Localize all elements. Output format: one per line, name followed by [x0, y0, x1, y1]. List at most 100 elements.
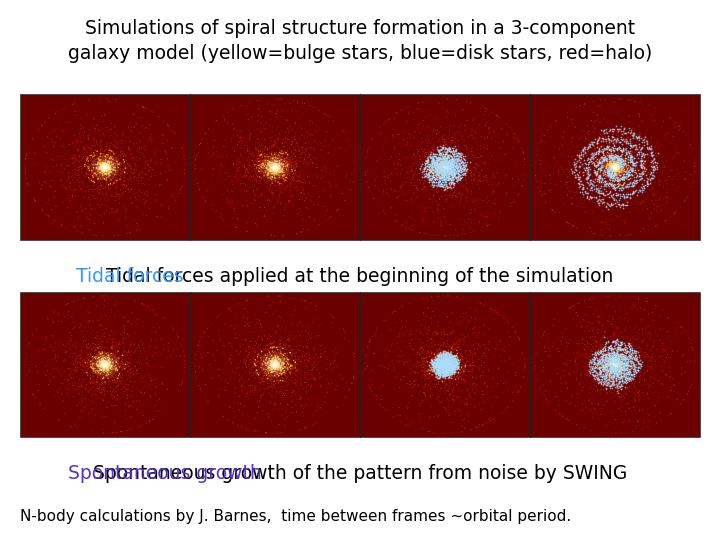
Point: [422, 132, 433, 141]
Point: [69, 138, 81, 147]
Point: [262, 358, 274, 367]
Point: [431, 161, 443, 170]
Point: [443, 350, 454, 359]
Point: [634, 146, 646, 154]
Point: [271, 166, 283, 175]
Point: [102, 163, 114, 171]
Point: [431, 362, 442, 371]
Point: [639, 186, 650, 195]
Point: [616, 183, 627, 192]
Point: [627, 139, 639, 147]
Point: [439, 352, 451, 361]
Point: [606, 126, 618, 135]
Point: [613, 94, 624, 103]
Point: [619, 352, 631, 361]
Point: [121, 151, 132, 160]
Point: [290, 163, 302, 172]
Point: [436, 375, 447, 384]
Point: [603, 357, 614, 366]
Point: [98, 359, 109, 367]
Point: [76, 354, 87, 362]
Point: [107, 155, 119, 164]
Point: [271, 358, 282, 367]
Point: [438, 163, 450, 171]
Point: [577, 400, 588, 408]
Point: [310, 366, 322, 374]
Point: [624, 154, 636, 163]
Point: [427, 150, 438, 159]
Point: [269, 360, 281, 368]
Point: [649, 158, 661, 166]
Point: [593, 158, 605, 166]
Point: [266, 172, 278, 181]
Point: [449, 346, 461, 354]
Point: [637, 198, 649, 206]
Point: [55, 168, 66, 177]
Point: [426, 174, 438, 183]
Point: [464, 361, 476, 369]
Point: [620, 159, 631, 168]
Point: [451, 373, 462, 381]
Point: [632, 148, 644, 157]
Point: [94, 169, 105, 178]
Point: [594, 389, 606, 398]
Point: [446, 358, 458, 367]
Point: [439, 165, 451, 173]
Point: [610, 362, 621, 370]
Point: [612, 370, 624, 379]
Point: [604, 158, 616, 166]
Point: [431, 364, 443, 373]
Point: [97, 366, 109, 375]
Point: [445, 356, 456, 364]
Point: [621, 167, 632, 176]
Point: [428, 363, 439, 372]
Point: [595, 188, 606, 197]
Point: [269, 360, 281, 369]
Point: [103, 164, 114, 172]
Point: [98, 362, 109, 370]
Point: [94, 154, 105, 163]
Point: [420, 170, 432, 178]
Point: [575, 189, 587, 198]
Point: [439, 163, 451, 172]
Point: [243, 161, 254, 170]
Point: [141, 354, 153, 362]
Point: [267, 357, 279, 366]
Point: [606, 201, 617, 210]
Point: [498, 314, 510, 322]
Point: [439, 360, 451, 369]
Point: [253, 164, 265, 173]
Point: [433, 168, 445, 177]
Point: [440, 161, 451, 170]
Point: [271, 361, 283, 370]
Point: [612, 363, 624, 372]
Point: [613, 159, 624, 167]
Point: [114, 364, 125, 373]
Point: [97, 364, 109, 373]
Point: [624, 375, 635, 383]
Point: [606, 151, 617, 159]
Point: [269, 171, 280, 180]
Point: [269, 165, 281, 174]
Point: [269, 356, 281, 364]
Point: [621, 137, 633, 145]
Point: [443, 174, 454, 183]
Point: [102, 166, 114, 175]
Point: [249, 176, 261, 184]
Point: [285, 172, 297, 180]
Point: [590, 181, 602, 190]
Point: [609, 360, 621, 369]
Point: [269, 163, 281, 171]
Point: [435, 174, 446, 183]
Point: [246, 156, 257, 165]
Point: [598, 156, 610, 164]
Point: [100, 360, 112, 369]
Point: [372, 394, 383, 403]
Point: [439, 357, 451, 366]
Point: [469, 366, 480, 374]
Point: [271, 356, 283, 364]
Point: [608, 170, 619, 178]
Point: [451, 164, 462, 173]
Point: [436, 160, 447, 169]
Point: [612, 170, 624, 178]
